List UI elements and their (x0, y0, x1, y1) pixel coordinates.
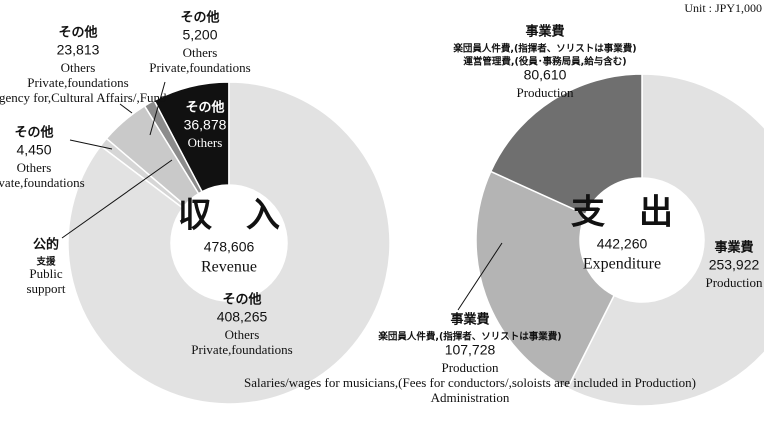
leader-line (149, 81, 166, 136)
donut-hole (580, 178, 704, 302)
value-label: 4,450 (16, 142, 51, 158)
leader-line (457, 242, 503, 311)
slice-label: その他 (222, 292, 261, 308)
slice-label: その他 (58, 25, 97, 41)
slice-label: その他 (14, 125, 53, 141)
value-label: 23,813 (57, 42, 100, 58)
slice-label-english: Production (516, 85, 574, 100)
value-label: 107,728 (445, 342, 496, 358)
slice-label-english: Private,foundations (0, 175, 85, 190)
unit-label: Unit : JPY1,000 (684, 1, 762, 15)
center-label: Expenditure (583, 256, 661, 273)
slice-label: 楽団員人件費,(指揮者、ソリストは事業費) (452, 43, 636, 55)
value-label: 5,200 (182, 27, 217, 43)
center-title: 収 入 (178, 196, 280, 236)
center-total: 442,260 (597, 236, 648, 252)
leader-line (119, 103, 133, 114)
center-title: 支 出 (571, 193, 673, 233)
value-label: 408,265 (217, 309, 268, 325)
slice-label-english: Agency for,Cultural Affairs/,Fund (0, 90, 167, 105)
annotation-text: 支援 (35, 256, 56, 268)
slice-label: 事業費 (450, 312, 489, 328)
slice-label-english: Salaries/wages for musicians,(Fees for c… (244, 375, 696, 390)
center-total: 478,606 (204, 239, 255, 255)
value-label: 253,922 (709, 257, 760, 273)
slice-label-english: Others (17, 160, 52, 175)
slice-label: 運営管理費,(役員･事務局員,給与含む) (463, 56, 626, 68)
annotation-text: 公的 (33, 237, 59, 253)
slice-label: 楽団員人件費,(指揮者、ソリストは事業費) (377, 331, 561, 343)
donut-hole (171, 185, 287, 301)
slice-label-english: Administration (431, 390, 510, 405)
slice-label-english: Private,foundations (27, 75, 128, 90)
center-label: Revenue (201, 259, 257, 276)
annotation-text: Public (29, 266, 62, 281)
leader-line (69, 139, 113, 150)
annotation-text: support (27, 281, 66, 296)
slice-label: 事業費 (714, 240, 753, 256)
value-label: 36,878 (184, 117, 227, 133)
slice-label-english: Private,foundations (149, 60, 250, 75)
slice-label: その他 (185, 100, 224, 116)
slice-label-english: Production (705, 275, 763, 290)
slice-label-english: Others (188, 135, 223, 150)
slice-label-english: Others (225, 327, 260, 342)
slice-label-english: Others (61, 60, 96, 75)
leader-line (61, 159, 173, 239)
slice-label: 事業費 (525, 24, 564, 40)
slice-label-english: Private,foundations (191, 342, 292, 357)
slice-label-english: Others (183, 45, 218, 60)
value-label: 80,610 (524, 67, 567, 83)
slice-label: その他 (180, 10, 219, 26)
slice-label-english: Production (441, 360, 499, 375)
